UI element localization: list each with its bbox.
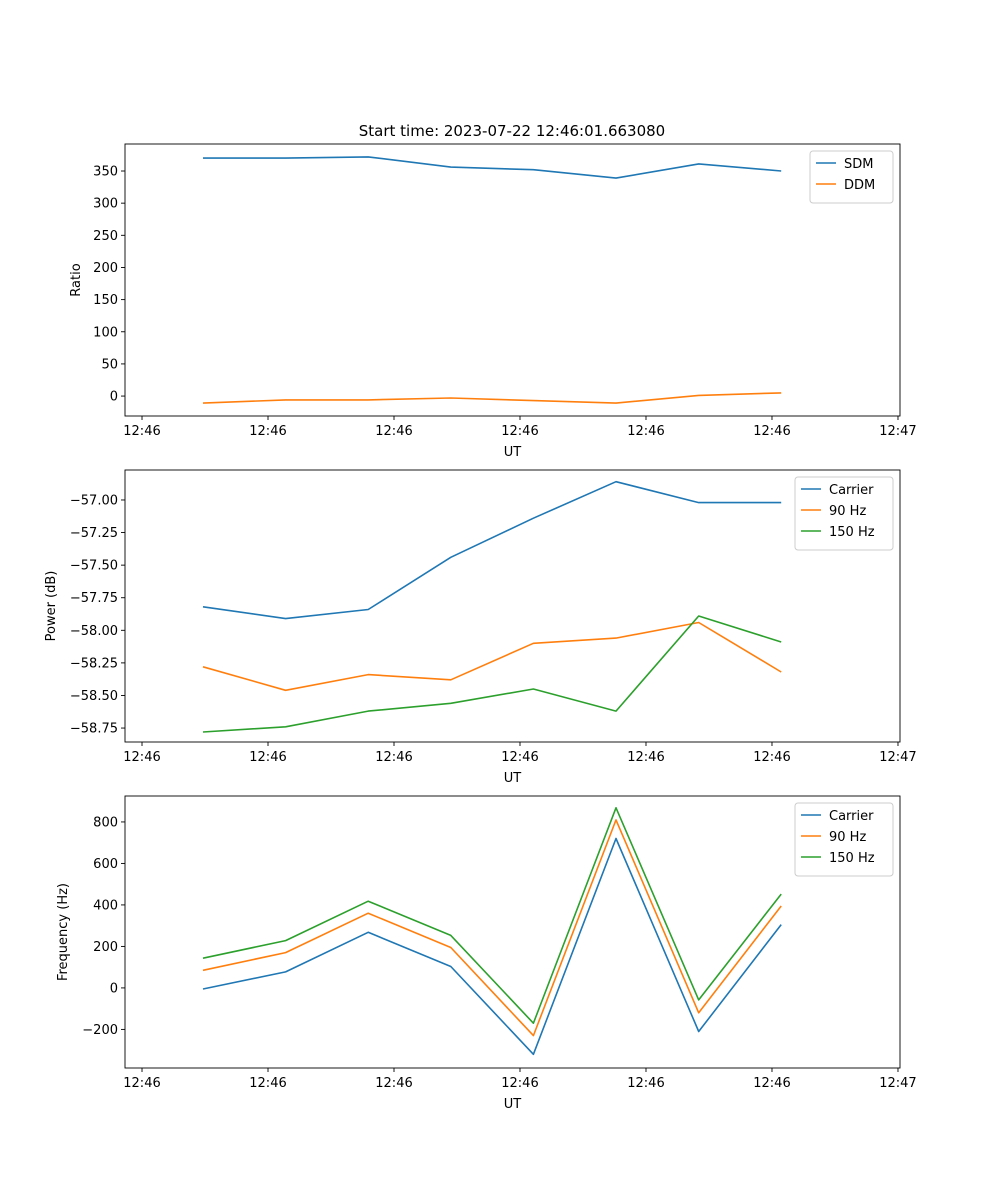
y-tick-label: 50 (101, 357, 118, 372)
legend-label: 90 Hz (829, 830, 866, 845)
y-tick-label: 300 (93, 197, 118, 212)
axes-frame (124, 795, 901, 1069)
y-tick-label: 0 (110, 981, 118, 996)
x-tick-label: 12:46 (123, 1076, 160, 1091)
y-axis-label: Ratio (69, 263, 84, 296)
series-line-carrier (202, 837, 782, 1056)
legend: Carrier 90 Hz 150 Hz (794, 802, 894, 877)
axes-frame (124, 143, 901, 417)
x-tick-label: 12:46 (123, 424, 160, 439)
y-tick-label: 400 (93, 898, 118, 913)
x-tick-label: 12:47 (879, 424, 916, 439)
y-tick-label: 250 (93, 229, 118, 244)
x-tick-label: 12:46 (753, 1076, 790, 1091)
x-tick-label: 12:46 (249, 750, 286, 765)
series-line-150-hz (202, 615, 782, 733)
y-tick-label: −58.00 (70, 624, 118, 639)
y-tick-label: 150 (93, 293, 118, 308)
y-tick-label: −58.25 (70, 656, 118, 671)
x-tick-label: 12:46 (753, 750, 790, 765)
subplot-2: 12:46 12:46 12:46 12:46 12:46 12:46 12:47 −58.7… (44, 469, 917, 786)
y-tick-label: 0 (110, 390, 118, 405)
y-tick-label: −57.00 (70, 493, 118, 508)
x-tick-label: 12:46 (249, 1076, 286, 1091)
legend-frame (809, 150, 894, 204)
series-line-90-hz (202, 819, 782, 1037)
axes-frame (124, 469, 901, 743)
legend-label: Carrier (829, 483, 874, 498)
x-tick-label: 12:46 (123, 750, 160, 765)
series-line-150-hz (202, 806, 782, 1025)
x-axis-label: UT (504, 771, 522, 786)
series-line-carrier (202, 480, 782, 620)
x-tick-label: 12:46 (501, 1076, 538, 1091)
legend-label: Carrier (829, 809, 874, 824)
y-tick-label: −57.50 (70, 559, 118, 574)
y-tick-label: −57.75 (70, 591, 118, 606)
y-axis-label: Power (dB) (44, 571, 59, 642)
y-tick-label: −58.50 (70, 689, 118, 704)
y-tick-label: 800 (93, 815, 118, 830)
legend-label: 150 Hz (829, 851, 875, 866)
series-line-sdm (203, 156, 782, 179)
y-tick-label: 200 (93, 261, 118, 276)
legend: Carrier 90 Hz 150 Hz (794, 476, 894, 551)
legend-label: 150 Hz (829, 525, 875, 540)
x-tick-label: 12:46 (627, 750, 664, 765)
subplot-1: 12:46 12:46 12:46 12:46 12:46 12:46 12:47 0 50 10… (69, 143, 917, 460)
x-tick-label: 12:46 (753, 424, 790, 439)
x-tick-label: 12:46 (375, 1076, 412, 1091)
y-tick-label: 350 (93, 165, 118, 180)
series-line-ddm (202, 392, 782, 404)
x-tick-label: 12:46 (249, 424, 286, 439)
x-tick-label: 12:47 (879, 1076, 916, 1091)
y-tick-label: 600 (93, 857, 118, 872)
x-axis-label: UT (504, 445, 522, 460)
y-axis-label: Frequency (Hz) (56, 883, 71, 981)
series-line-90-hz (202, 621, 782, 692)
x-tick-label: 12:46 (375, 424, 412, 439)
x-tick-label: 12:46 (627, 424, 664, 439)
figure-title: Start time: 2023-07-22 12:46:01.663080 (359, 122, 665, 140)
x-tick-label: 12:46 (627, 1076, 664, 1091)
x-tick-label: 12:47 (879, 750, 916, 765)
legend-label: 90 Hz (829, 504, 866, 519)
x-axis-label: UT (504, 1097, 522, 1112)
legend: SDM DDM (809, 150, 894, 204)
legend-label: DDM (844, 178, 875, 193)
legend-label: SDM (844, 157, 873, 172)
y-tick-label: −200 (82, 1023, 118, 1038)
y-tick-label: −58.75 (70, 722, 118, 737)
subplot-3: 12:46 12:46 12:46 12:46 12:46 12:46 12:47 −200 0… (56, 795, 917, 1112)
x-tick-label: 12:46 (375, 750, 412, 765)
x-tick-label: 12:46 (501, 750, 538, 765)
x-tick-label: 12:46 (501, 424, 538, 439)
y-tick-label: −57.25 (70, 526, 118, 541)
y-tick-label: 100 (93, 325, 118, 340)
y-tick-label: 200 (93, 940, 118, 955)
